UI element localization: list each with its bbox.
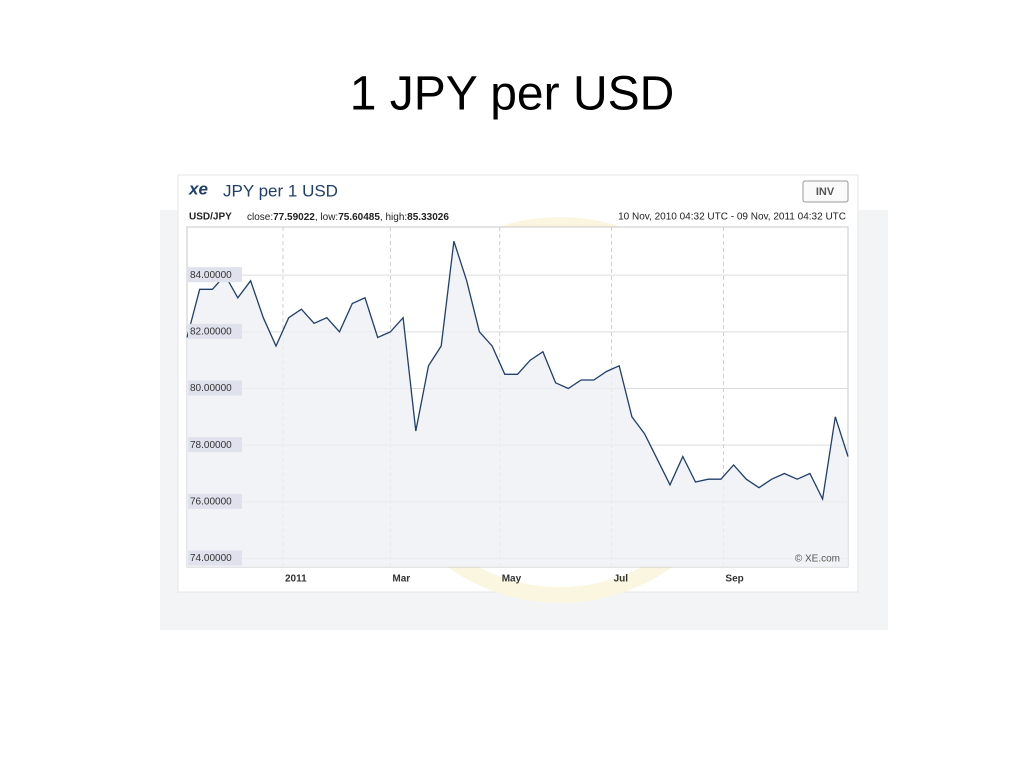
logo: xe (188, 179, 208, 198)
y-tick-label: 74.00000 (190, 553, 232, 564)
inv-button[interactable] (802, 180, 849, 203)
separator: , (380, 212, 386, 223)
stat-label: close: (247, 212, 273, 223)
y-tick-label: 76.00000 (190, 496, 232, 507)
y-tick-label: 84.00000 (190, 270, 232, 281)
inv-label[interactable]: INV (816, 186, 835, 198)
separator: , (315, 212, 321, 223)
stat-label: low: (320, 212, 338, 223)
y-tick-label: 82.00000 (190, 326, 232, 337)
stat-label: high: (385, 212, 407, 223)
x-tick-label: Mar (392, 574, 410, 585)
y-tick-bg (188, 380, 242, 396)
area-fill (187, 241, 848, 567)
y-tick-bg (188, 267, 242, 283)
y-tick-label: 78.00000 (190, 440, 232, 451)
y-tick-bg (188, 437, 242, 453)
x-tick-label: 2011 (285, 574, 307, 585)
x-tick-label: Jul (614, 574, 629, 585)
slide-title: 1 JPY per USD (350, 68, 675, 121)
x-tick-label: May (502, 574, 522, 585)
y-tick-label: 80.00000 (190, 383, 232, 394)
y-tick-bg (188, 493, 242, 509)
date-range: 10 Nov, 2010 04:32 UTC - 09 Nov, 2011 04… (618, 212, 846, 223)
series-line (186, 241, 849, 502)
credit: © XE.com (795, 554, 840, 565)
y-tick-bg (188, 323, 242, 339)
stat-value: 75.60485 (338, 212, 380, 223)
stats: close:77.59022, low:75.60485, high:85.33… (247, 212, 449, 223)
pair: USD/JPY (189, 212, 232, 223)
chart-title: JPY per 1 USD (223, 181, 338, 200)
stat-value: 77.59022 (273, 212, 315, 223)
x-tick-label: Sep (725, 574, 743, 585)
stat-value: 85.33026 (407, 212, 449, 223)
y-tick-bg (188, 550, 242, 566)
